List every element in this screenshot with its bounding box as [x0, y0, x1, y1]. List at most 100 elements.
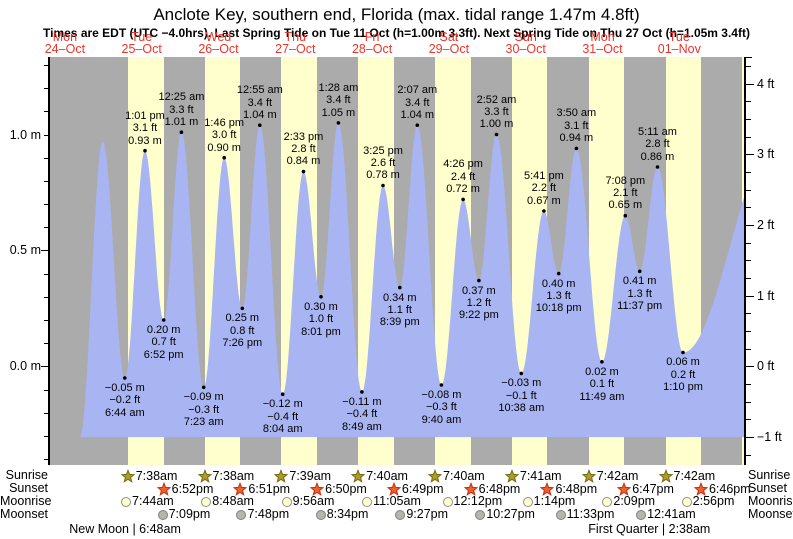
low-tide-marker — [681, 350, 685, 355]
moonset-time: 7:48pm — [247, 507, 290, 521]
sunrise-row-label: Sunrise — [5, 468, 48, 482]
left-axis-tick — [44, 343, 48, 345]
low-tide-label: −0.11 m −0.4 ft 8:49 am — [329, 396, 395, 433]
day-label: Tue 01–Nov — [634, 31, 724, 55]
tide-label-line: 1:01 pm — [125, 109, 165, 122]
high-tide-marker — [494, 132, 499, 137]
right-axis-tick — [746, 437, 754, 439]
day-name: Mon — [590, 30, 615, 44]
sunset-entry: 6:50pm — [310, 482, 367, 496]
tide-label-line: 0.78 m — [366, 169, 400, 182]
tide-label-line: 0.02 m — [585, 365, 619, 378]
moonrise-entry: 12:12pm — [442, 494, 503, 508]
sunrise-icon — [120, 469, 135, 483]
tide-label-line: 0.84 m — [286, 155, 321, 168]
sunset-time: 6:46pm — [708, 481, 751, 496]
tide-label-line: 0.34 m — [382, 291, 417, 304]
moonrise-time: 7:44am — [132, 494, 174, 508]
left-axis-tick — [44, 273, 48, 275]
left-axis-tick — [44, 134, 48, 136]
sunset-icon — [693, 482, 708, 496]
day-name: Fri — [364, 30, 380, 44]
moonset-entry: 9:27pm — [395, 508, 448, 521]
moonrise-icon — [281, 496, 292, 507]
high-tide-marker — [655, 165, 660, 169]
sunrise-time: 7:39am — [289, 468, 332, 483]
sunset-row-label: Sunset — [9, 481, 48, 495]
sunset-icon — [310, 482, 325, 496]
tide-label-line: 0.8 ft — [230, 324, 255, 337]
day-date: 28–Oct — [351, 41, 393, 56]
tide-label-line: 0.06 m — [666, 356, 700, 369]
left-axis-label: 0.0 m — [9, 359, 41, 374]
left-axis-label: 0.5 m — [9, 243, 41, 258]
low-tide-label: 0.06 m 0.2 ft 1:10 pm — [650, 356, 716, 393]
moonrise-icon — [362, 496, 373, 507]
tide-label-line: 2.6 ft — [370, 156, 396, 169]
low-tide-marker — [319, 295, 323, 299]
tide-label-line: 0.65 m — [608, 199, 643, 212]
moonrise-time: 2:09pm — [613, 494, 656, 508]
moonrise-time: 2:56pm — [692, 494, 735, 508]
sunset-icon — [617, 482, 632, 496]
low-tide-label: −0.08 m −0.3 ft 9:40 am — [408, 389, 474, 426]
high-tide-label: 4:26 pm 2.4 ft 0.72 m — [430, 158, 496, 195]
sunset-time: 6:48pm — [478, 481, 521, 496]
left-axis-tick — [44, 88, 48, 90]
right-axis-label: 4 ft — [757, 76, 775, 91]
tide-label-line: 2.8 ft — [645, 138, 670, 151]
right-axis-tick — [746, 65, 751, 67]
tide-label-line: 0.25 m — [225, 312, 260, 325]
high-tide-label: 1:46 pm 3.0 ft 0.90 m — [191, 117, 257, 154]
high-tide-label: 3:50 am 3.1 ft 0.94 m — [543, 107, 609, 144]
tide-label-line: 1.0 ft — [308, 313, 334, 326]
sunset-time: 6:51pm — [248, 481, 291, 496]
day-label: Wed 26–Oct — [174, 30, 264, 55]
right-axis-tick — [746, 313, 751, 315]
tide-label-line: 3.0 ft — [211, 129, 237, 142]
low-tide-marker — [280, 392, 285, 397]
sunset-entry: 6:48pm — [463, 481, 521, 496]
low-tide-marker — [477, 278, 481, 283]
moonrise-entry: 2:09pm — [602, 495, 655, 508]
sunrise-entry: 7:42am — [658, 468, 716, 483]
moonset-icon — [475, 509, 486, 520]
tide-label-line: 6:52 pm — [143, 348, 184, 361]
tide-label-line: 2:33 pm — [283, 130, 324, 143]
tide-label-line: 1.3 ft — [546, 290, 571, 303]
right-axis-tick — [746, 401, 751, 403]
tide-label-line: 0.90 m — [207, 141, 241, 154]
high-tide-label: 1:01 pm 3.1 ft 0.93 m — [112, 110, 178, 147]
moonrise-entry: 1:14pm — [522, 495, 575, 508]
low-tide-marker — [360, 390, 364, 394]
left-axis-tick — [44, 227, 48, 229]
tide-label-line: 7:23 am — [183, 416, 224, 429]
right-axis-tick — [746, 260, 751, 262]
low-tide-label: −0.09 m −0.3 ft 7:23 am — [171, 391, 237, 428]
right-axis-top-tick — [746, 57, 752, 58]
tide-label-line: 3.4 ft — [326, 94, 351, 107]
sunset-entry: 6:48pm — [540, 482, 597, 496]
tide-label-line: 2:52 am — [476, 93, 517, 106]
moonrise-icon — [522, 496, 533, 507]
low-tide-marker — [637, 269, 642, 274]
sunrise-icon — [581, 469, 596, 483]
sunrise-icon — [274, 469, 289, 483]
day-name: Wed — [205, 30, 232, 44]
high-tide-label: 1:28 am 3.4 ft 1.05 m — [305, 82, 371, 119]
day-name: Sun — [514, 30, 537, 44]
tide-label-line: 5:41 pm — [524, 170, 564, 183]
tide-label-line: 2.4 ft — [450, 170, 476, 183]
sunrise-entry: 7:39am — [274, 469, 331, 483]
moonrise-entry: 9:56am — [281, 495, 334, 508]
tide-label-line: 9:40 am — [421, 413, 462, 426]
sunrise-entry: 7:40am — [428, 469, 485, 483]
tide-label-line: 0.72 m — [446, 183, 480, 196]
right-axis-tick — [746, 419, 751, 421]
moonrise-time: 12:12pm — [453, 494, 503, 508]
tide-label-line: 1.05 m — [321, 106, 356, 119]
left-axis-tick — [41, 250, 48, 252]
sunrise-time: 7:42am — [673, 468, 716, 483]
tide-label-line: 11:49 am — [579, 390, 625, 403]
